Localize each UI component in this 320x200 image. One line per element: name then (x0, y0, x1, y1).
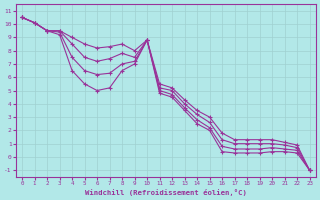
X-axis label: Windchill (Refroidissement éolien,°C): Windchill (Refroidissement éolien,°C) (85, 189, 247, 196)
